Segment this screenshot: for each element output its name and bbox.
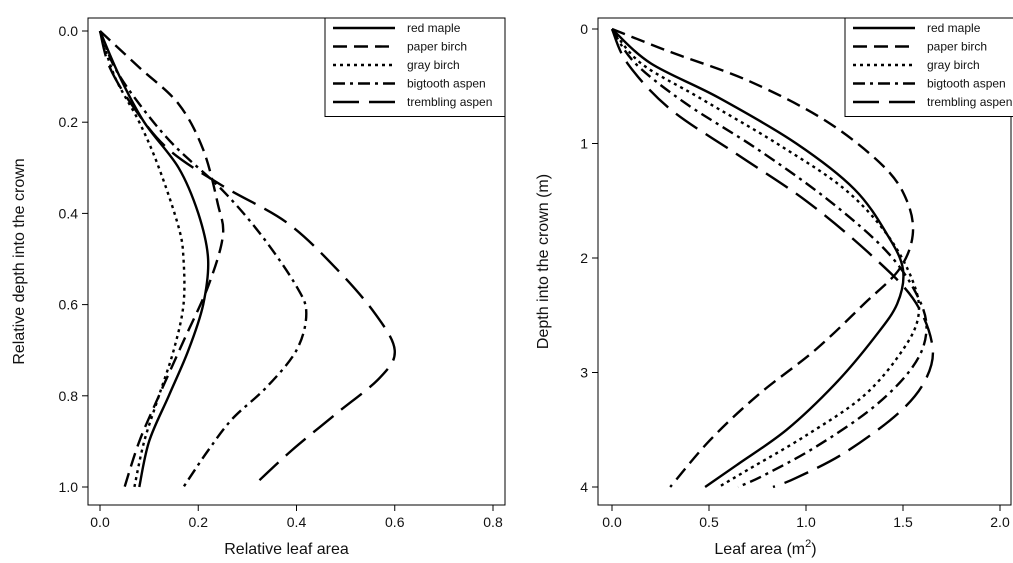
x-tick-label: 0.5 — [699, 514, 719, 530]
legend-entry: trembling aspen — [407, 95, 492, 109]
series-line-gray-birch — [611, 28, 921, 489]
x-tick-label: 0.2 — [189, 514, 209, 530]
y-tick-label: 0.6 — [59, 297, 79, 313]
x-tick-label: 0.8 — [483, 514, 503, 530]
x-tick-label: 1.5 — [893, 514, 913, 530]
series-line-gray-birch — [98, 30, 186, 488]
left-chart-panel: 0.0 0.2 0.4 0.6 0.8 0.0 0.2 0.4 0.6 0.8 1.0 Relativ… — [11, 17, 506, 558]
y-tick-label: 4 — [580, 479, 588, 495]
legend-entry: red maple — [927, 21, 981, 35]
legend-entry: paper birch — [407, 40, 467, 54]
x-tick-label: 2.0 — [990, 514, 1010, 530]
plot-frame — [597, 17, 1012, 506]
y-tick-label: 1 — [580, 136, 588, 152]
y-tick-label: 1.0 — [59, 479, 79, 495]
series-line-bigtooth-aspen — [98, 30, 308, 488]
x-tick-label: 0.0 — [90, 514, 110, 530]
legend-entry: red maple — [407, 21, 461, 35]
legend-box — [844, 17, 1013, 117]
right-chart-panel: 0.0 0.5 1.0 1.5 2.0 0 1 2 3 4 Leaf area (m2) Depth … — [535, 17, 1013, 558]
x-axis-label: Leaf area (m2) — [714, 538, 816, 558]
legend-entry: bigtooth aspen — [927, 77, 1006, 91]
series-line-trembling-aspen — [98, 30, 396, 488]
y-tick-label: 0.4 — [59, 205, 79, 221]
series-line-bigtooth-aspen — [610, 28, 928, 489]
y-tick-label: 3 — [580, 365, 588, 381]
x-tick-label: 0.0 — [602, 514, 622, 530]
y-tick-label: 0.8 — [59, 388, 79, 404]
x-tick-label: 0.4 — [287, 514, 307, 530]
legend-box — [324, 17, 506, 117]
series-line-trembling-aspen — [610, 28, 935, 489]
x-tick-label: 1.0 — [796, 514, 816, 530]
x-axis-label: Relative leaf area — [224, 541, 349, 558]
legend-entry: trembling aspen — [927, 95, 1012, 109]
y-tick-label: 2 — [580, 250, 588, 266]
y-tick-label: 0 — [580, 21, 588, 37]
legend-entry: gray birch — [927, 58, 980, 72]
legend-entry: paper birch — [927, 40, 987, 54]
y-axis-label: Relative depth into the crown — [11, 158, 28, 364]
x-tick-label: 0.6 — [385, 514, 405, 530]
y-tick-label: 0.0 — [59, 23, 79, 39]
series-line-paper-birch — [99, 30, 225, 488]
series-line-red-maple — [611, 28, 905, 488]
series-line-red-maple — [98, 30, 210, 488]
y-tick-label: 0.2 — [59, 114, 79, 130]
legend-entry: bigtooth aspen — [407, 77, 486, 91]
y-axis-label: Depth into the crown (m) — [535, 174, 552, 349]
series-line-paper-birch — [611, 27, 915, 488]
legend-entry: gray birch — [407, 58, 460, 72]
